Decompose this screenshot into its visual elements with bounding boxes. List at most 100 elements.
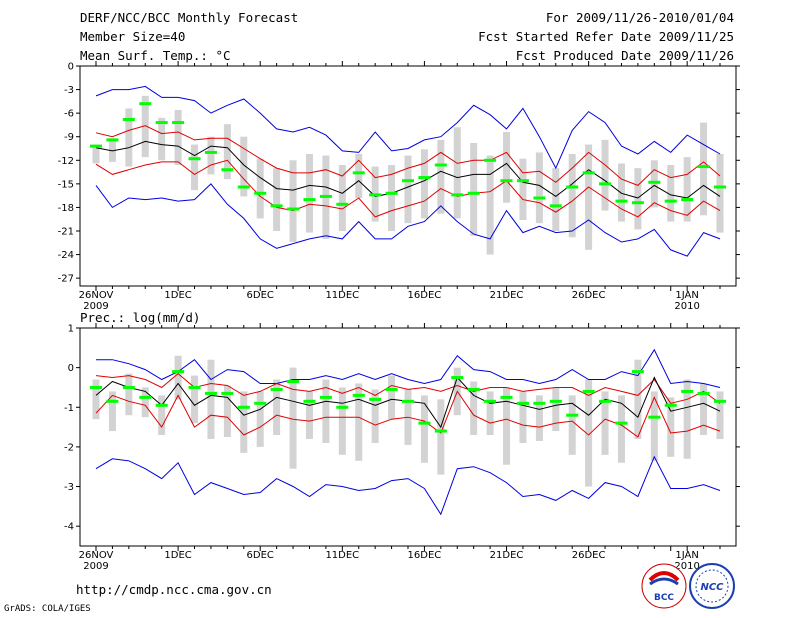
spread-box [683,157,691,222]
spread-box [716,391,724,439]
spread-box [683,379,691,459]
spread-box [174,110,182,165]
x-tick-year: 2009 [83,301,108,312]
spread-box [174,355,182,400]
y-tick-label: -1 [64,403,74,414]
spread-box [470,381,478,436]
forecast-started-date: Fcst Started Refer Date 2009/11/25 [478,29,734,44]
spread-box [240,136,248,197]
spread-box [437,139,445,214]
min-line [95,183,721,257]
spread-box [601,139,609,211]
spread-box [92,144,100,164]
spread-box [355,383,363,461]
spread-box [453,127,461,219]
spread-box [338,387,346,455]
spread-box [503,387,511,465]
lower-line [95,159,721,218]
x-tick-label: 26DEC [572,550,606,561]
spread-box [108,138,116,162]
x-tick-label: 11DEC [325,550,359,561]
y-tick-label: -3 [64,482,74,493]
spread-box [125,373,133,416]
spread-box [486,155,494,255]
spread-box [125,108,133,167]
spread-box [191,375,199,424]
spread-box [289,367,297,469]
y-tick-label: -2 [64,442,74,453]
y-tick-label: -18 [58,203,74,214]
spread-box [256,391,264,447]
spread-box [108,391,116,432]
spread-box [322,379,330,443]
y-tick-label: -21 [58,227,74,238]
ncc-logo-text: NCC [700,582,724,593]
spread-box [371,389,379,443]
x-tick-label: 26NOV [79,550,114,561]
spread-box [207,136,215,175]
spread-box [273,168,281,231]
forecast-period: For 2009/11/26-2010/01/04 [545,10,734,25]
forecast-produced-date: Fcst Produced Date 2009/11/26 [515,48,734,63]
x-tick-year: 2010 [674,301,699,312]
spread-box [470,143,478,236]
spread-box [650,160,658,208]
max-line [96,348,721,388]
spread-box [617,395,625,463]
logos: BCC NCC [641,563,735,609]
spread-box [141,387,149,418]
spread-box [256,158,264,219]
spread-box [404,155,412,224]
y-tick-label: -3 [64,85,74,96]
spread-box [388,375,396,420]
spread-box [289,160,297,242]
spread-box [700,383,708,436]
spread-box [273,379,281,436]
x-tick-label: 21DEC [490,290,524,301]
x-tick-label: 6DEC [247,550,274,561]
min-line [95,455,721,516]
spread-box [716,154,724,233]
y-tick-label: -15 [58,179,74,190]
y-tick-label: 0 [68,363,74,374]
spread-box [535,152,543,224]
spread-box [568,395,576,455]
mean-line [95,140,721,199]
spread-box [305,154,313,233]
x-tick-label: 1DEC [164,290,191,301]
ncc-logo: NCC [689,563,735,609]
grads-credit: GrADS: COLA/IGES [4,604,91,614]
spread-box [355,154,363,198]
x-tick-label: 26NOV [79,290,114,301]
spread-box [634,359,642,439]
upper-line [95,125,721,186]
x-tick-year: 2010 [674,561,699,572]
spread-box [700,122,708,216]
x-tick-label: 11DEC [325,290,359,301]
chart-title: DERF/NCC/BCC Monthly Forecast [80,10,299,25]
member-size-label: Member Size=40 [80,29,186,44]
y-tick-label: -27 [58,274,74,285]
spread-box [667,165,675,222]
spread-box [552,168,560,231]
spread-box [338,165,346,231]
y-tick-label: -24 [58,250,74,261]
y-tick-label: -9 [64,132,74,143]
spread-box [420,395,428,463]
spread-box [158,395,166,436]
spread-box [519,158,527,220]
bcc-logo: BCC [641,563,687,609]
variable-label: Mean Surf. Temp.: °C [80,48,231,63]
x-tick-label: 16DEC [408,550,442,561]
x-tick-year: 2009 [83,561,108,572]
max-line [95,85,721,170]
bcc-logo-text: BCC [654,593,674,603]
source-url[interactable]: http://cmdp.ncc.cma.gov.cn [76,582,272,597]
x-tick-label: 21DEC [490,550,524,561]
spread-box [650,391,658,461]
spread-box [585,379,593,487]
spread-box [388,165,396,231]
spread-box [223,385,231,437]
